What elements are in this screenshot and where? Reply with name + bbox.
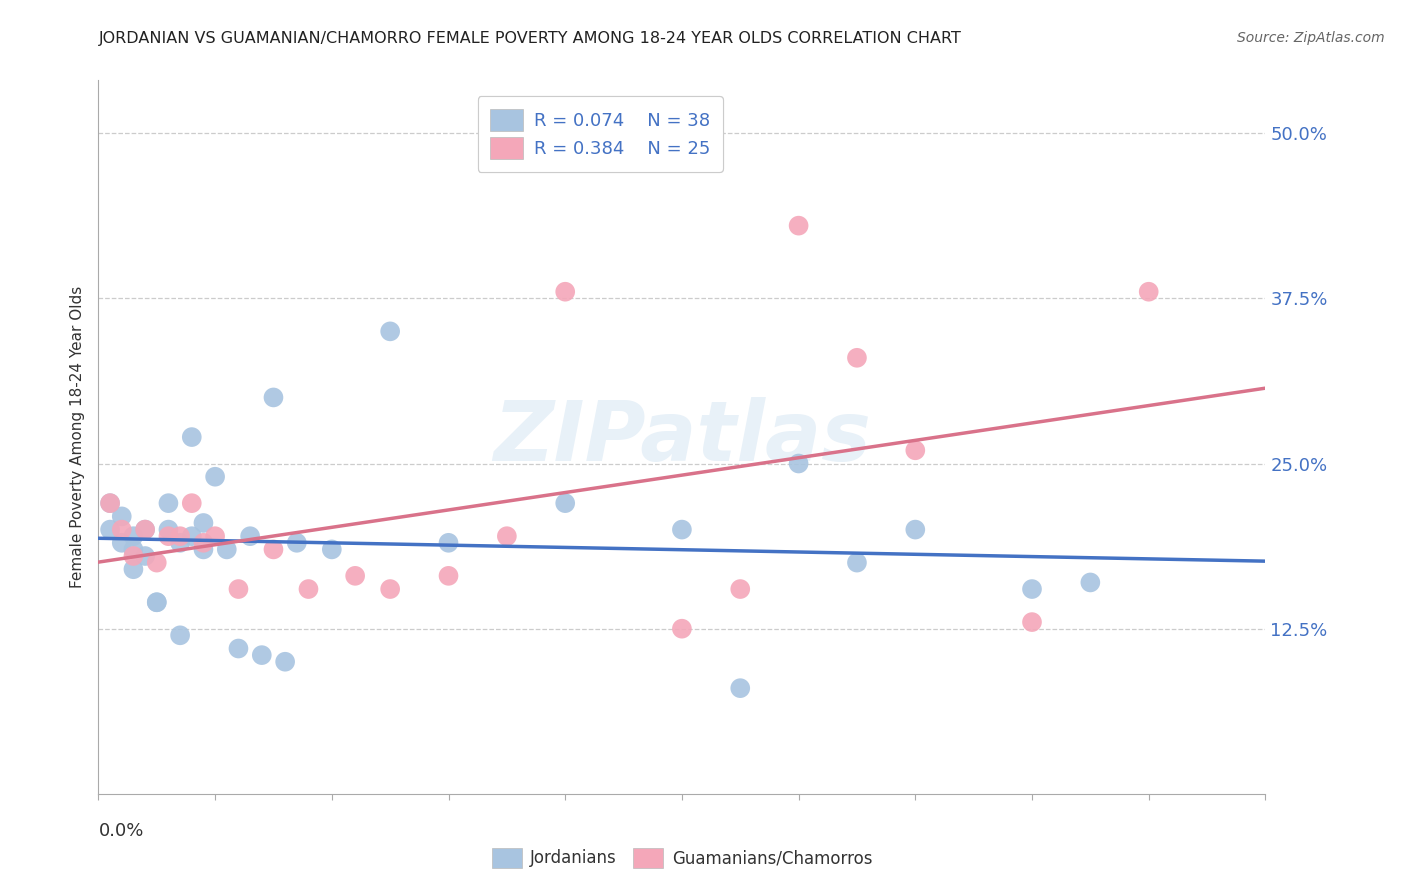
Point — [146, 595, 169, 609]
Point — [193, 516, 215, 530]
Point — [228, 641, 250, 656]
Point — [98, 496, 121, 510]
Point — [122, 542, 145, 557]
Point — [344, 569, 367, 583]
Point — [122, 549, 145, 563]
Point — [297, 582, 319, 596]
Point — [146, 595, 169, 609]
Text: ZIPatlas: ZIPatlas — [494, 397, 870, 477]
Text: Source: ZipAtlas.com: Source: ZipAtlas.com — [1237, 31, 1385, 45]
Point — [122, 562, 145, 576]
Point — [554, 496, 576, 510]
Point — [1137, 285, 1160, 299]
Point — [193, 542, 215, 557]
Point — [1080, 575, 1102, 590]
Point — [169, 628, 191, 642]
Point — [262, 391, 284, 405]
Point — [204, 469, 226, 483]
Point — [846, 351, 869, 365]
Point — [787, 457, 810, 471]
Point — [730, 582, 752, 596]
Point — [380, 582, 402, 596]
Point — [730, 681, 752, 695]
Y-axis label: Female Poverty Among 18-24 Year Olds: Female Poverty Among 18-24 Year Olds — [69, 286, 84, 588]
Point — [904, 523, 927, 537]
Point — [1021, 615, 1043, 629]
Point — [671, 523, 693, 537]
Point — [250, 648, 273, 662]
Point — [157, 529, 180, 543]
Point — [157, 523, 180, 537]
Point — [146, 556, 169, 570]
Point — [437, 536, 460, 550]
Text: JORDANIAN VS GUAMANIAN/CHAMORRO FEMALE POVERTY AMONG 18-24 YEAR OLDS CORRELATION: JORDANIAN VS GUAMANIAN/CHAMORRO FEMALE P… — [98, 31, 962, 46]
Point — [380, 324, 402, 338]
Point — [111, 536, 134, 550]
Point — [846, 556, 869, 570]
Legend: Jordanians, Guamanians/Chamorros: Jordanians, Guamanians/Chamorros — [485, 841, 879, 875]
Point — [111, 523, 134, 537]
Point — [228, 582, 250, 596]
Point — [134, 523, 156, 537]
Point — [554, 285, 576, 299]
Point — [321, 542, 343, 557]
Point — [180, 430, 202, 444]
Point — [671, 622, 693, 636]
Text: 0.0%: 0.0% — [98, 822, 143, 840]
Point — [193, 536, 215, 550]
Point — [787, 219, 810, 233]
Point — [437, 569, 460, 583]
Point — [157, 496, 180, 510]
Point — [262, 542, 284, 557]
Point — [169, 529, 191, 543]
Point — [285, 536, 308, 550]
Point — [239, 529, 262, 543]
Point — [180, 496, 202, 510]
Point — [122, 529, 145, 543]
Point — [274, 655, 297, 669]
Point — [215, 542, 238, 557]
Point — [204, 529, 226, 543]
Point — [134, 523, 156, 537]
Point — [180, 529, 202, 543]
Point — [1021, 582, 1043, 596]
Legend: R = 0.074    N = 38, R = 0.384    N = 25: R = 0.074 N = 38, R = 0.384 N = 25 — [478, 96, 723, 172]
Point — [98, 496, 121, 510]
Point — [134, 549, 156, 563]
Point — [98, 523, 121, 537]
Point — [496, 529, 519, 543]
Point — [111, 509, 134, 524]
Point — [169, 536, 191, 550]
Point — [904, 443, 927, 458]
